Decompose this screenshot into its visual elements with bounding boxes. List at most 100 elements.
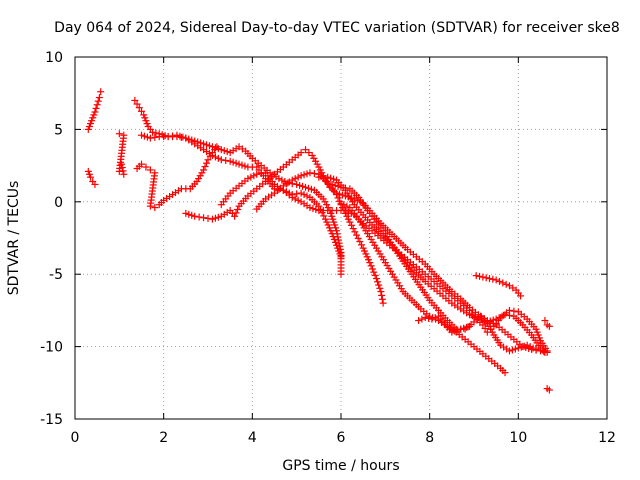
data-point (492, 276, 500, 284)
data-point (378, 295, 386, 303)
data-point (371, 271, 379, 279)
data-point (529, 344, 537, 352)
data-point (351, 228, 359, 236)
data-point (376, 284, 384, 292)
data-point (310, 170, 318, 178)
data-point (211, 214, 219, 222)
data-point (93, 101, 101, 109)
data-point (247, 173, 255, 181)
data-point (151, 133, 159, 141)
data-point (213, 143, 221, 151)
data-point (343, 202, 351, 210)
data-point (309, 205, 317, 213)
data-point (294, 173, 302, 181)
data-point (291, 175, 299, 183)
data-point (152, 129, 160, 137)
x-tick-label: 12 (598, 430, 616, 446)
data-point (87, 173, 95, 181)
data-point (235, 160, 243, 168)
data-point (205, 142, 213, 150)
data-point (306, 169, 314, 177)
data-point (191, 212, 199, 220)
data-point (95, 94, 103, 102)
data-point (146, 166, 154, 174)
data-point (378, 291, 386, 299)
data-point (211, 153, 219, 161)
data-point (297, 189, 305, 197)
data-point (514, 344, 522, 352)
data-point (517, 292, 525, 300)
series-track-k (337, 199, 509, 377)
data-point (217, 156, 225, 164)
data-point (372, 275, 380, 283)
data-point (349, 225, 357, 233)
data-point (291, 195, 299, 203)
data-point (115, 130, 123, 138)
data-point (479, 321, 487, 329)
data-point (282, 188, 290, 196)
data-point (294, 196, 302, 204)
data-point (226, 157, 234, 165)
data-point (140, 132, 148, 140)
data-point (338, 191, 346, 199)
data-point (151, 204, 159, 212)
data-point (495, 277, 503, 285)
data-point (333, 191, 341, 199)
data-point (334, 194, 342, 202)
data-point (431, 314, 439, 322)
data-point (315, 202, 323, 210)
data-point (358, 241, 366, 249)
data-point (278, 176, 286, 184)
x-tick-label: 10 (509, 430, 527, 446)
y-tick-label: -10 (40, 340, 63, 356)
data-point (217, 146, 225, 154)
data-point (146, 202, 154, 210)
data-point (118, 160, 126, 168)
data-point (337, 183, 345, 191)
data-point (293, 190, 301, 198)
data-point (454, 326, 462, 334)
data-point (374, 278, 382, 286)
data-point (138, 107, 145, 115)
data-point (331, 181, 339, 189)
data-point (208, 215, 216, 223)
data-point (296, 181, 304, 189)
data-point (304, 184, 312, 192)
data-point (337, 199, 345, 207)
data-point (229, 158, 237, 166)
data-point (451, 327, 459, 335)
data-point (300, 171, 308, 179)
data-point (545, 322, 553, 330)
data-point (146, 134, 154, 142)
data-point (517, 343, 525, 351)
data-point (379, 299, 387, 307)
series-track-j (328, 180, 540, 355)
data-point (285, 189, 293, 197)
data-point (244, 175, 252, 183)
x-tick-label: 6 (337, 430, 346, 446)
data-point (119, 167, 127, 175)
data-point (327, 174, 335, 182)
data-point (448, 328, 456, 336)
data-point (232, 159, 240, 167)
data-point (293, 180, 301, 188)
data-point (222, 157, 230, 165)
data-point (275, 175, 283, 183)
data-point (502, 280, 510, 288)
x-tick-label: 0 (71, 430, 80, 446)
data-point (118, 164, 126, 172)
data-point (320, 212, 328, 220)
data-point (133, 100, 141, 108)
data-point (421, 314, 429, 322)
x-tick-label: 8 (425, 430, 434, 446)
data-point (479, 273, 487, 281)
data-point (250, 172, 258, 180)
data-point (540, 348, 548, 356)
data-point (526, 343, 534, 351)
plot-frame (74, 56, 608, 420)
data-point (177, 133, 185, 141)
data-point (375, 281, 383, 289)
data-point (220, 147, 228, 155)
data-point (120, 170, 128, 178)
